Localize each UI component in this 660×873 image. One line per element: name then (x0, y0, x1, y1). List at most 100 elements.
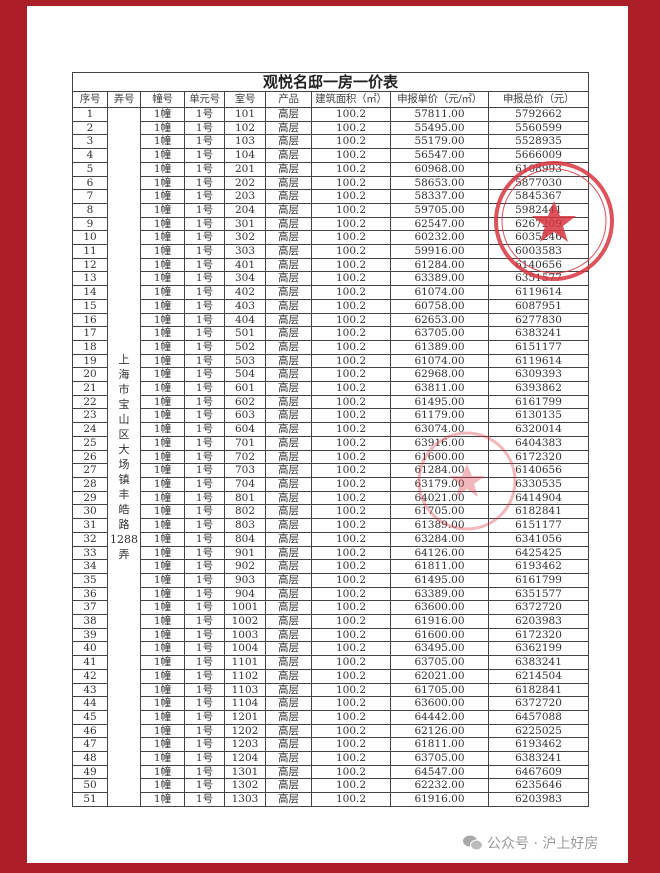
table-cell: 2 (72, 120, 108, 136)
table-cell: 6383241 (487, 751, 590, 766)
table-cell: 803 (224, 518, 266, 533)
table-cell: 高层 (265, 189, 312, 204)
table-cell: 1号 (184, 559, 225, 574)
table-cell: 1号 (184, 682, 225, 698)
lane-char: 场 (118, 457, 130, 471)
table-cell: 6341056 (487, 531, 590, 547)
table-cell: 1号 (184, 134, 225, 150)
table-cell: 1幢 (140, 285, 185, 300)
table-cell: 1003 (224, 627, 266, 643)
table-cell: 16 (72, 312, 108, 328)
table-cell: 1幢 (140, 490, 185, 506)
table-cell: 1301 (224, 764, 266, 780)
table-cell: 1号 (184, 120, 225, 136)
table-cell: 1幢 (140, 792, 185, 807)
table-cell: 1幢 (140, 518, 185, 533)
table-cell: 1号 (184, 449, 225, 465)
table-cell: 704 (224, 476, 266, 492)
table-row: 16 1幢 1号 404 高层 100.2 62653.00 6277830 (72, 312, 590, 328)
table-cell: 1号 (184, 600, 225, 616)
table-cell: 23 (72, 408, 108, 424)
table-cell: 100.2 (311, 216, 391, 232)
table-cell: 6119614 (487, 285, 590, 300)
lane-char: 海 (118, 367, 130, 381)
table-row: 8 1幢 1号 204 高层 100.2 59705.00 5982441 (72, 202, 590, 218)
table-cell: 204 (224, 202, 266, 218)
table-cell: 1幢 (140, 189, 185, 204)
table-cell: 高层 (265, 668, 312, 684)
table-cell: 12 (72, 257, 108, 273)
table-row: 12 1幢 1号 401 高层 100.2 61284.00 6140656 (72, 257, 590, 273)
table-cell: 1号 (184, 353, 225, 369)
table-cell: 6151177 (487, 518, 590, 533)
table-cell: 100.2 (311, 586, 391, 602)
table-cell: 高层 (265, 435, 312, 451)
table-cell: 6414904 (487, 490, 590, 506)
table-cell: 1幢 (140, 367, 185, 383)
table-cell: 25 (72, 435, 108, 451)
table-cell: 100.2 (311, 257, 391, 273)
column-header: 建筑面积（㎡） (311, 91, 391, 108)
table-cell: 高层 (265, 682, 312, 698)
table-cell: 61284.00 (390, 463, 489, 478)
table-cell: 63705.00 (390, 655, 489, 670)
table-cell: 100.2 (311, 490, 391, 506)
table-cell: 1101 (224, 655, 266, 670)
table-cell: 6383241 (487, 326, 590, 341)
table-cell: 6 (72, 175, 108, 191)
table-cell: 40 (72, 641, 108, 657)
table-row: 36 1幢 1号 904 高层 100.2 63389.00 6351577 (72, 586, 590, 602)
table-cell: 1幢 (140, 326, 185, 341)
header-row: 序号 弄号 幢号 单元号 室号 产品 建筑面积（㎡） 申报单价（元/㎡） 申报总价（元） (72, 91, 590, 108)
table-cell: 1004 (224, 641, 266, 657)
table-cell: 6140656 (487, 463, 590, 478)
table-cell: 6214504 (487, 668, 590, 684)
table-row: 9 1幢 1号 301 高层 100.2 62547.00 6267209 (72, 216, 590, 232)
table-row: 38 1幢 1号 1002 高层 100.2 61916.00 6203983 (72, 614, 590, 629)
table-cell: 902 (224, 559, 266, 574)
lane-char: 路 (118, 517, 130, 531)
table-cell: 63916.00 (390, 435, 489, 451)
table-row: 17 1幢 1号 501 高层 100.2 63705.00 6383241 (72, 326, 590, 341)
lane-char: 1288 (110, 532, 138, 546)
table-cell: 62126.00 (390, 723, 489, 739)
table-cell: 62021.00 (390, 668, 489, 684)
table-cell: 5982441 (487, 202, 590, 218)
table-cell: 1幢 (140, 545, 185, 561)
table-cell: 44 (72, 696, 108, 711)
table-cell: 高层 (265, 202, 312, 218)
table-cell: 100.2 (311, 353, 391, 369)
table-row: 29 1幢 1号 801 高层 100.2 64021.00 6414904 (72, 490, 590, 506)
table-cell: 61495.00 (390, 572, 489, 588)
table-cell: 43 (72, 682, 108, 698)
table-cell: 100.2 (311, 394, 391, 410)
table-cell: 100.2 (311, 312, 391, 328)
table-cell: 100.2 (311, 559, 391, 574)
table-cell: 1幢 (140, 476, 185, 492)
table-cell: 3 (72, 134, 108, 150)
table-cell: 6404383 (487, 435, 590, 451)
table-row: 40 1幢 1号 1004 高层 100.2 63495.00 6362199 (72, 641, 590, 657)
table-cell: 701 (224, 435, 266, 451)
table-cell: 100.2 (311, 504, 391, 520)
table-cell: 61705.00 (390, 504, 489, 520)
table-cell: 1幢 (140, 353, 185, 369)
column-header: 序号 (72, 91, 108, 108)
table-cell: 1号 (184, 490, 225, 506)
lane-char: 宝 (118, 397, 130, 411)
table-cell: 6467609 (487, 764, 590, 780)
table-cell: 1幢 (140, 175, 185, 191)
table-cell: 17 (72, 326, 108, 341)
table-cell: 高层 (265, 641, 312, 657)
table-cell: 100.2 (311, 778, 391, 794)
table-cell: 1幢 (140, 216, 185, 232)
table-row: 42 1幢 1号 1102 高层 100.2 62021.00 6214504 (72, 668, 590, 684)
lane-char: 镇 (118, 472, 130, 486)
table-cell: 6182841 (487, 504, 590, 520)
table-cell: 41 (72, 655, 108, 670)
table-cell: 1104 (224, 696, 266, 711)
column-header: 申报单价（元/㎡） (390, 91, 489, 108)
table-cell: 304 (224, 271, 266, 287)
table-cell: 61916.00 (390, 792, 489, 807)
table-cell: 高层 (265, 737, 312, 753)
